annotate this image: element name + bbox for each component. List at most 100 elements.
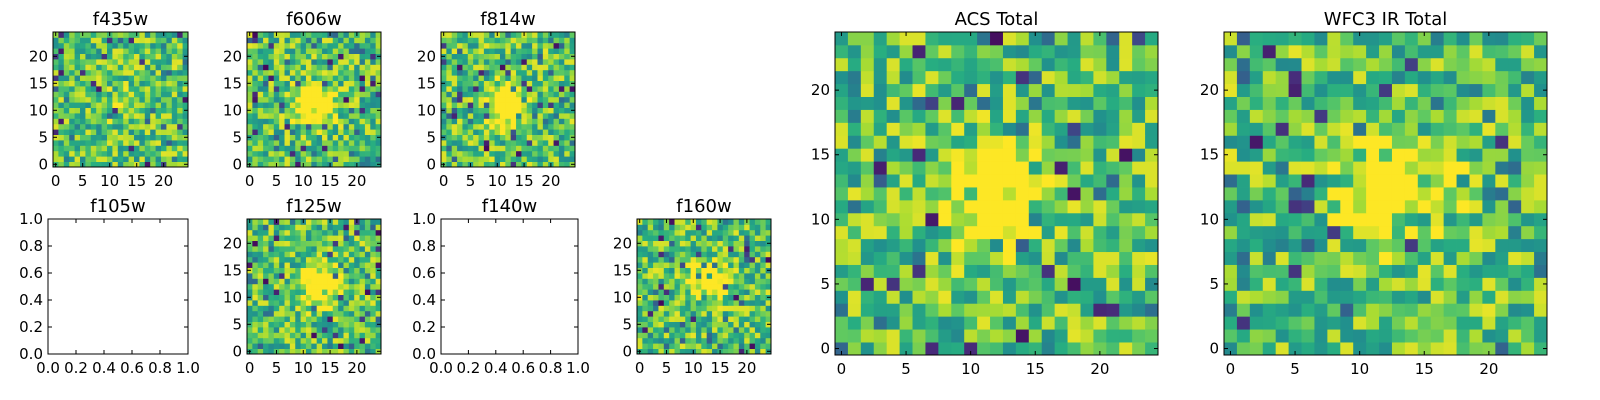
heatmap-cell bbox=[284, 310, 291, 317]
heatmap-cell bbox=[483, 140, 490, 146]
heatmap-cell bbox=[925, 264, 939, 278]
heatmap-cell bbox=[359, 69, 366, 76]
heatmap-cell bbox=[1054, 174, 1068, 188]
heatmap-cell bbox=[701, 327, 708, 333]
heatmap-cell bbox=[364, 113, 371, 119]
heatmap-cell bbox=[182, 113, 189, 119]
heatmap-cell bbox=[1366, 57, 1380, 72]
heatmap-cell bbox=[364, 327, 371, 333]
heatmap-cell bbox=[279, 294, 285, 301]
heatmap-cell bbox=[1132, 277, 1146, 291]
heatmap-cell bbox=[542, 32, 549, 38]
heatmap-cell bbox=[516, 53, 522, 60]
heatmap-cell bbox=[951, 109, 965, 123]
heatmap-cell bbox=[150, 129, 156, 135]
heatmap-cell bbox=[1249, 212, 1264, 227]
heatmap-cell bbox=[1015, 277, 1030, 291]
heatmap-cell bbox=[1119, 135, 1133, 149]
heatmap-cell bbox=[1482, 187, 1496, 201]
heatmap-cell bbox=[637, 289, 643, 295]
heatmap-cell bbox=[252, 37, 259, 44]
heatmap-cell bbox=[338, 262, 344, 268]
heatmap-cell bbox=[257, 310, 264, 317]
heatmap-cell bbox=[647, 289, 654, 295]
heatmap-cell bbox=[80, 118, 86, 125]
heatmap-cell bbox=[483, 53, 490, 60]
heatmap-cell bbox=[990, 212, 1004, 227]
heatmap-cell bbox=[284, 113, 291, 119]
y-tick-label: 20 bbox=[223, 234, 242, 252]
heatmap-cell bbox=[263, 305, 269, 312]
heatmap-cell bbox=[712, 305, 718, 312]
heatmap-cell bbox=[263, 229, 269, 236]
heatmap-cell bbox=[860, 148, 875, 162]
heatmap-cell bbox=[1262, 277, 1277, 291]
heatmap-cell bbox=[370, 161, 377, 168]
heatmap-cell bbox=[305, 64, 312, 71]
heatmap-cell bbox=[74, 64, 81, 71]
heatmap-cell bbox=[300, 289, 307, 295]
heatmap-cell bbox=[712, 300, 718, 306]
heatmap-cell bbox=[674, 327, 681, 333]
heatmap-cell bbox=[1106, 225, 1120, 240]
heatmap-cell bbox=[489, 86, 495, 92]
heatmap-cell bbox=[478, 64, 485, 71]
heatmap-cell bbox=[284, 42, 291, 49]
heatmap-cell bbox=[653, 224, 659, 231]
heatmap-cell bbox=[647, 262, 654, 268]
heatmap-cell bbox=[252, 262, 259, 268]
heatmap-cell bbox=[53, 37, 59, 44]
heatmap-cell bbox=[300, 86, 307, 92]
heatmap-cell bbox=[295, 134, 301, 141]
heatmap-cell bbox=[733, 256, 740, 263]
heatmap-cell bbox=[738, 332, 745, 339]
heatmap-cell bbox=[1327, 264, 1341, 278]
heatmap-cell bbox=[1534, 122, 1548, 136]
heatmap-cell bbox=[348, 300, 355, 306]
heatmap-cell bbox=[1508, 277, 1522, 291]
heatmap-cell bbox=[257, 321, 264, 328]
heatmap-cell bbox=[1275, 264, 1289, 278]
heatmap-cell bbox=[542, 59, 549, 65]
heatmap-cell bbox=[717, 267, 724, 274]
heatmap-cell bbox=[1495, 251, 1509, 265]
heatmap-cell bbox=[252, 69, 259, 76]
heatmap-cell bbox=[1028, 83, 1043, 97]
x-tick-label: 10 bbox=[1350, 360, 1369, 378]
heatmap-cell bbox=[273, 64, 280, 71]
heatmap-cell bbox=[1443, 316, 1457, 330]
heatmap-cell bbox=[1404, 316, 1419, 330]
heatmap-cell bbox=[510, 86, 517, 92]
heatmap-cell bbox=[553, 107, 560, 114]
heatmap-cell bbox=[1236, 225, 1251, 240]
heatmap-cell bbox=[273, 123, 280, 130]
x-tick-label: 0.8 bbox=[539, 359, 563, 377]
heatmap-cell bbox=[123, 59, 129, 65]
heatmap-cell bbox=[311, 240, 318, 247]
heatmap-cell bbox=[1314, 70, 1328, 85]
heatmap-cell bbox=[532, 86, 538, 92]
heatmap-cell bbox=[289, 53, 296, 60]
heatmap-cell bbox=[1340, 187, 1354, 201]
heatmap-cell bbox=[268, 294, 275, 301]
heatmap-cell bbox=[1508, 83, 1522, 97]
heatmap-cell bbox=[300, 235, 307, 241]
heatmap-cell bbox=[295, 32, 301, 38]
heatmap-cell bbox=[642, 246, 649, 252]
heatmap-cell bbox=[327, 310, 334, 317]
heatmap-cell bbox=[516, 161, 522, 168]
heatmap-cell bbox=[860, 83, 875, 97]
heatmap-cell bbox=[1353, 277, 1367, 291]
heatmap-cell bbox=[558, 118, 565, 125]
heatmap-cell bbox=[1249, 187, 1264, 201]
heatmap-cell bbox=[494, 48, 501, 54]
heatmap-cell bbox=[359, 32, 366, 38]
heatmap-cell bbox=[489, 129, 495, 135]
heatmap-cell bbox=[1327, 44, 1341, 59]
heatmap-cell bbox=[171, 118, 178, 125]
heatmap-cell bbox=[359, 332, 366, 339]
heatmap-cell bbox=[1145, 32, 1159, 46]
heatmap-cell bbox=[252, 235, 259, 241]
heatmap-cell bbox=[1236, 109, 1251, 123]
heatmap-cell bbox=[161, 123, 167, 130]
